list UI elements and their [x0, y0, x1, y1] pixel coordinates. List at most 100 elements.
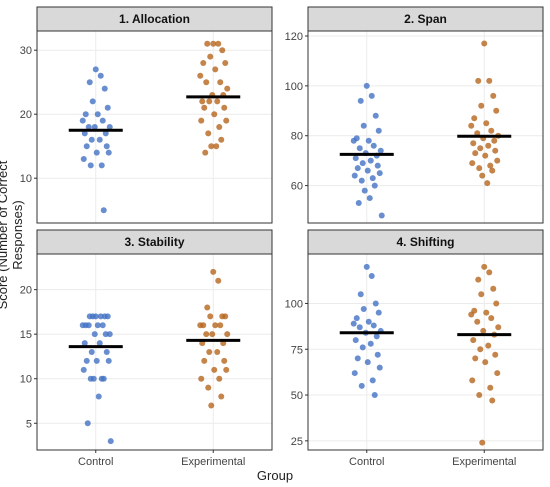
data-point-control: [365, 137, 372, 144]
data-point-experimental: [481, 263, 488, 270]
y-tick-label: 80: [291, 131, 303, 143]
y-tick-label: 10: [20, 374, 32, 386]
y-tick-label: 10: [20, 173, 32, 185]
data-point-experimental: [488, 127, 495, 134]
data-point-experimental: [480, 327, 487, 334]
data-point-control: [370, 142, 377, 149]
data-point-experimental: [490, 285, 497, 292]
y-axis-label: Score (Number of Correct Responses): [0, 160, 25, 310]
data-point-control: [378, 212, 385, 219]
data-point-control: [94, 322, 101, 329]
data-point-experimental: [223, 366, 230, 373]
data-point-control: [89, 313, 96, 320]
data-point-control: [82, 111, 89, 118]
data-point-experimental: [216, 375, 223, 382]
data-point-control: [83, 357, 90, 364]
data-point-experimental: [210, 40, 217, 47]
data-point-control: [368, 272, 375, 279]
data-point-control: [350, 320, 357, 327]
data-point-control: [360, 122, 367, 129]
data-point-experimental: [205, 384, 212, 391]
data-point-experimental: [495, 324, 502, 331]
data-point-control: [357, 291, 364, 298]
data-point-control: [356, 145, 363, 152]
panel-title-2: 2. Span: [404, 12, 447, 26]
data-point-experimental: [197, 322, 204, 329]
data-point-experimental: [471, 115, 478, 122]
data-point-experimental: [489, 397, 496, 404]
data-point-experimental: [476, 392, 483, 399]
data-point-control: [85, 124, 92, 130]
panel-strip-3: [36, 229, 273, 255]
data-point-control: [375, 309, 382, 316]
data-point-experimental: [468, 311, 475, 318]
panel-plot-area-2: [308, 31, 543, 223]
data-point-control: [102, 130, 109, 137]
data-point-experimental: [212, 66, 219, 73]
data-point-control: [360, 305, 367, 312]
data-point-experimental: [481, 40, 488, 47]
data-point-experimental: [487, 162, 494, 169]
data-point-control: [358, 177, 365, 184]
data-point-control: [80, 366, 87, 373]
data-point-control: [83, 143, 90, 150]
data-point-experimental: [218, 393, 225, 400]
data-point-experimental: [486, 77, 493, 84]
data-point-experimental: [224, 85, 231, 92]
panel-plot-area-1: [37, 31, 272, 223]
data-point-experimental: [485, 342, 492, 349]
data-point-control: [84, 420, 91, 427]
data-point-experimental: [212, 322, 219, 329]
data-point-experimental: [217, 79, 224, 86]
data-point-experimental: [468, 122, 475, 129]
y-tick-label: 100: [285, 81, 303, 93]
data-point-experimental: [222, 313, 229, 320]
data-point-experimental: [492, 147, 499, 154]
data-point-control: [101, 85, 108, 92]
data-point-control: [93, 357, 100, 364]
data-point-experimental: [474, 318, 481, 325]
data-point-experimental: [210, 268, 217, 275]
x-tick-label-experimental: Experimental: [181, 456, 245, 468]
data-point-control: [98, 162, 105, 169]
data-point-control: [80, 156, 87, 162]
data-point-experimental: [491, 137, 498, 144]
data-point-experimental: [208, 402, 215, 409]
data-point-experimental: [479, 172, 486, 179]
x-tick-label-experimental: Experimental: [452, 456, 516, 468]
data-point-control: [369, 175, 376, 182]
y-tick-label: 120: [285, 31, 303, 43]
data-point-experimental: [206, 349, 213, 355]
data-point-experimental: [472, 150, 479, 157]
data-point-experimental: [478, 291, 485, 298]
data-point-experimental: [478, 102, 485, 109]
data-point-control: [104, 313, 111, 320]
panel-border-1: [36, 30, 273, 224]
data-point-experimental: [472, 355, 479, 362]
data-point-experimental: [213, 143, 220, 150]
data-point-experimental: [476, 165, 483, 172]
data-point-control: [354, 355, 361, 362]
data-point-control: [359, 344, 366, 351]
data-point-experimental: [221, 357, 228, 364]
data-point-control: [350, 137, 357, 144]
data-point-control: [363, 82, 370, 89]
data-point-experimental: [204, 304, 211, 311]
data-point-control: [81, 340, 88, 347]
data-point-control: [364, 167, 371, 174]
data-point-experimental: [202, 149, 209, 156]
data-point-control: [99, 322, 106, 329]
x-axis-label: Group: [256, 468, 294, 483]
data-point-experimental: [211, 111, 218, 118]
panel-strip-4: [307, 229, 544, 255]
panel-title-1: 1. Allocation: [119, 12, 190, 26]
data-point-experimental: [215, 40, 222, 47]
data-point-control: [94, 111, 101, 118]
data-point-experimental: [489, 167, 496, 174]
data-point-experimental: [494, 370, 501, 377]
data-point-experimental: [200, 60, 207, 66]
data-point-experimental: [207, 313, 214, 320]
data-point-experimental: [482, 152, 489, 159]
data-point-experimental: [483, 120, 490, 127]
data-point-control: [376, 364, 383, 371]
